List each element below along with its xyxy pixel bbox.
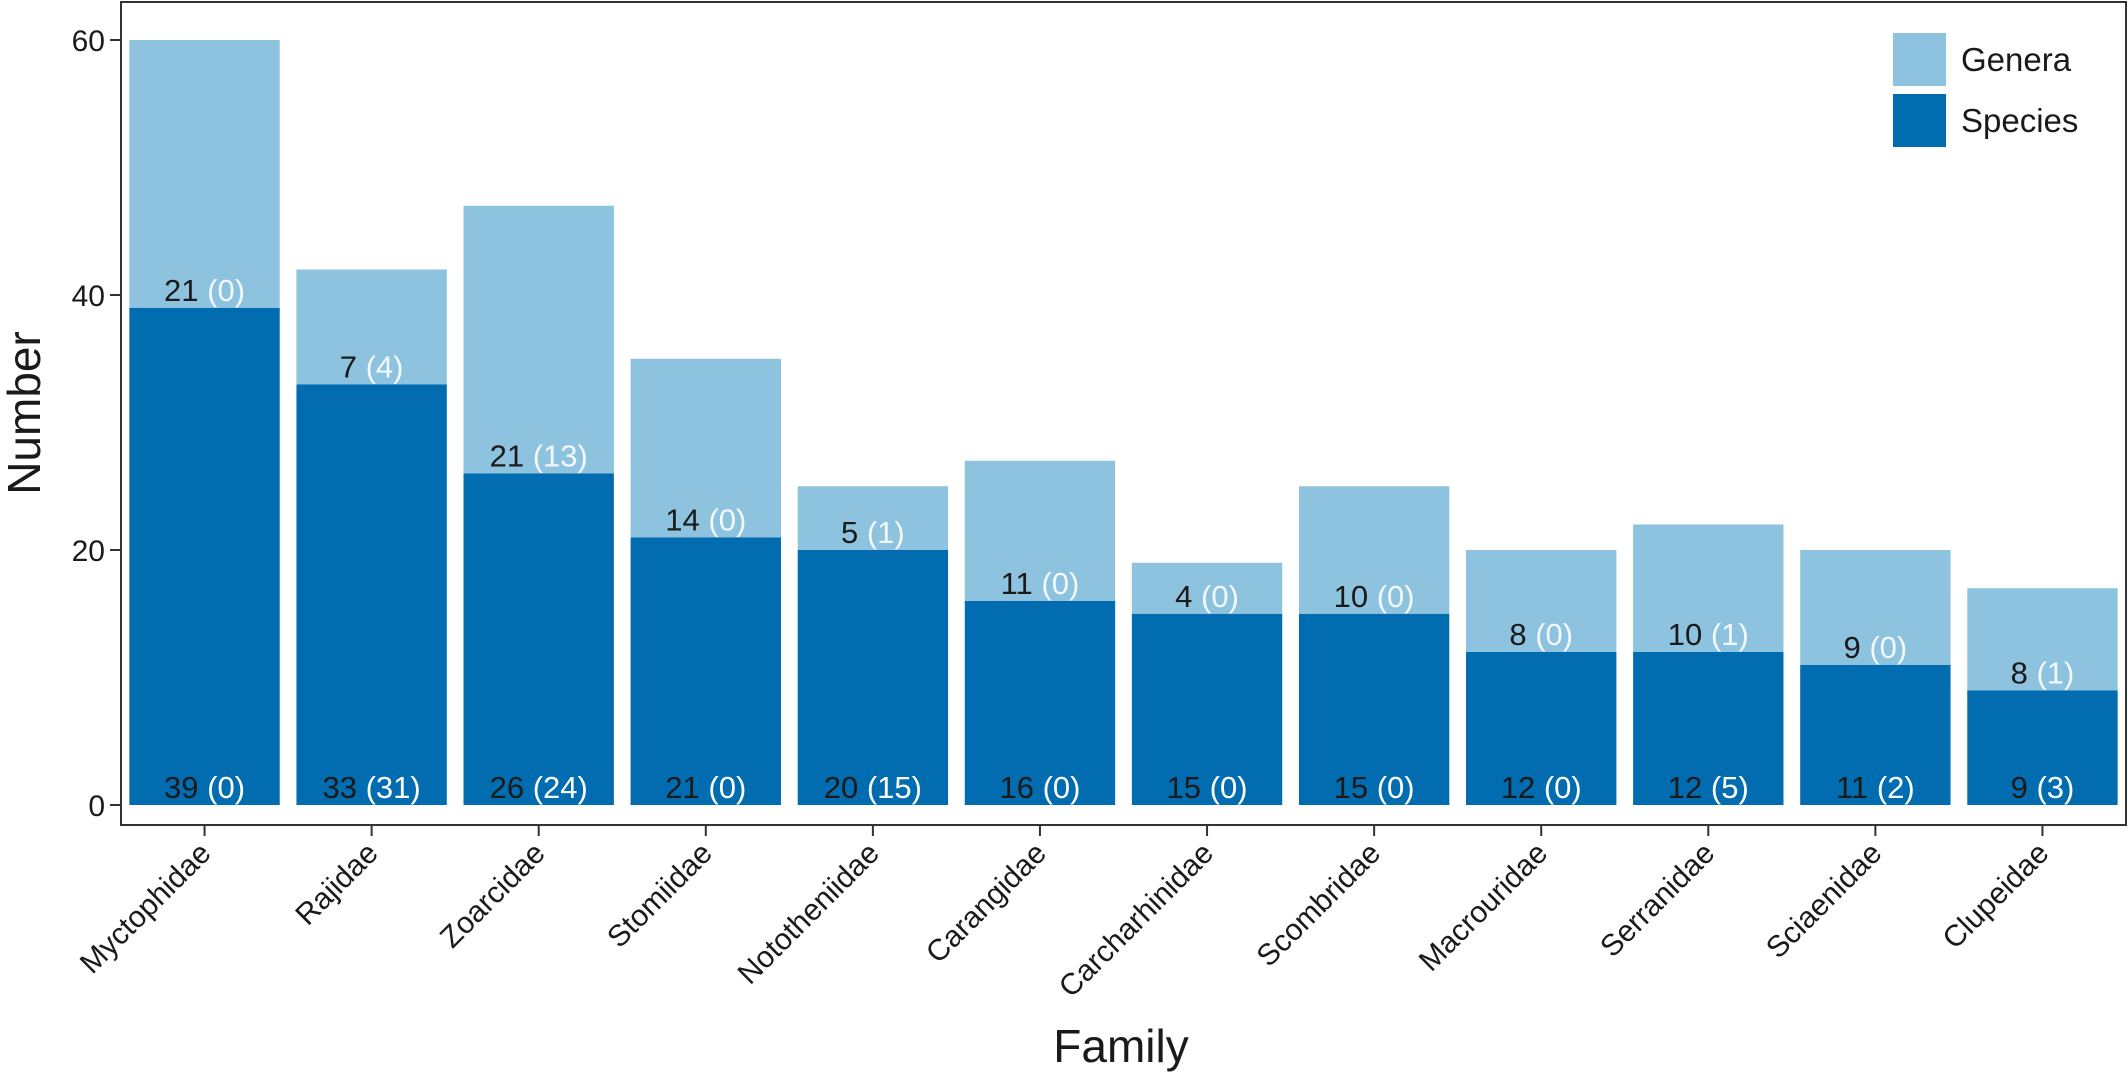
bar-genera (1800, 550, 1951, 665)
bar-genera (1967, 588, 2118, 691)
bar-species (964, 601, 1116, 805)
bars (129, 40, 2118, 805)
genera-data-label: 7 (4) (340, 349, 404, 384)
legend-label-genera: Genera (1961, 41, 2072, 78)
bar-species (630, 537, 781, 805)
bar-species (1800, 664, 1951, 805)
species-data-label: 12 (0) (1501, 770, 1582, 805)
bar-genera (463, 205, 614, 474)
species-data-label: 15 (0) (1167, 770, 1248, 805)
genera-data-label: 10 (1) (1668, 617, 1749, 652)
x-tick-label: Rajidae (289, 837, 384, 932)
bar-genera (1633, 524, 1784, 652)
legend-label-species: Species (1961, 102, 2078, 139)
species-data-label: 20 (15) (824, 770, 922, 805)
x-axis: Myctophidae Rajidae Zoarcidae Stomiidae Noto… (74, 825, 2056, 1004)
bar-species (463, 473, 614, 805)
x-tick-label: Stomiidae (601, 837, 719, 955)
y-axis: 0 20 40 60 (72, 25, 121, 823)
species-data-label: 11 (2) (1836, 770, 1915, 805)
x-tick-label: Sciaenidae (1760, 837, 1888, 965)
legend-key-species (1893, 94, 1946, 147)
x-axis-title: Family (1053, 1020, 1188, 1072)
species-data-label: 21 (0) (665, 770, 746, 805)
genera-data-label: 5 (1) (841, 515, 905, 550)
bar-genera (1298, 486, 1450, 614)
genera-data-label: 4 (0) (1175, 579, 1239, 614)
x-tick-label: Scombridae (1251, 837, 1388, 974)
species-data-label: 16 (0) (999, 770, 1080, 805)
y-axis-title: Number (0, 331, 50, 495)
legend: Genera Species (1893, 33, 2078, 147)
bar-genera (129, 40, 280, 308)
bar-genera (964, 460, 1116, 601)
y-tick-label: 40 (72, 280, 105, 313)
x-tick-label: Nototheniidae (732, 837, 886, 991)
x-tick-label: Myctophidae (74, 837, 218, 981)
x-tick-label: Clupeidae (1937, 837, 2056, 956)
bar-species (1466, 652, 1617, 805)
species-data-label: 39 (0) (164, 770, 245, 805)
bar-species (296, 384, 447, 805)
genera-data-label: 9 (0) (1844, 630, 1908, 665)
bar-species (1131, 613, 1283, 805)
species-data-label: 12 (5) (1668, 770, 1749, 805)
genera-data-label: 21 (13) (490, 439, 588, 474)
species-data-label: 33 (31) (323, 770, 421, 805)
species-data-label: 26 (24) (490, 770, 588, 805)
bar-genera (1466, 550, 1617, 652)
legend-key-genera (1893, 33, 1946, 86)
bar-species (1967, 690, 2118, 805)
x-tick-label: Carcharhinidae (1053, 837, 1220, 1004)
species-data-label: 15 (0) (1334, 770, 1415, 805)
x-tick-label: Carangidae (920, 837, 1053, 970)
x-tick-label: Macrouridae (1413, 837, 1554, 978)
y-tick-label: 20 (72, 535, 105, 568)
bar-genera (1131, 562, 1283, 614)
bar-species (1298, 613, 1450, 805)
bar-genera (797, 486, 949, 550)
genera-data-label: 8 (1) (2011, 655, 2075, 690)
y-tick-label: 60 (72, 25, 105, 58)
genera-data-label: 10 (0) (1334, 579, 1415, 614)
bar-species (1633, 652, 1784, 805)
plot-panel (120, 1, 2127, 826)
bar-species (797, 550, 949, 805)
x-tick-label: Zoarcidae (434, 837, 552, 955)
bar-genera (296, 269, 447, 385)
bar-genera (630, 358, 781, 538)
genera-data-label: 8 (0) (1509, 617, 1573, 652)
bar-labels: 39 (0) 21 (0) 33 (31) 7 (4) 26 (24) 21 (13) 21… (164, 273, 2074, 805)
genera-data-label: 14 (0) (665, 502, 746, 537)
bar-species (129, 307, 280, 805)
species-data-label: 9 (3) (2011, 770, 2075, 805)
genera-data-label: 21 (0) (164, 273, 245, 308)
y-tick-label: 0 (88, 790, 105, 823)
x-tick-label: Serranidae (1594, 837, 1721, 964)
genera-data-label: 11 (0) (1001, 566, 1080, 601)
